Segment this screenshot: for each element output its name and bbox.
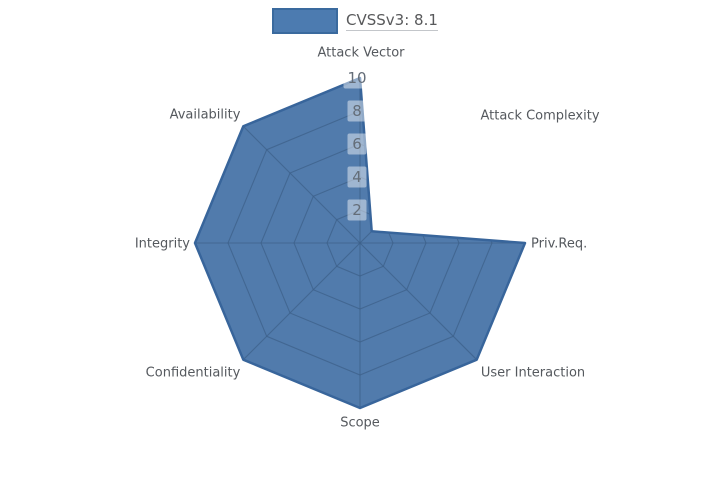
- tick-box: [343, 67, 371, 89]
- axis-label-attack-vector: Attack Vector: [317, 45, 405, 61]
- radial-tick-label: 4: [352, 168, 362, 186]
- axis-label-availability: Availability: [169, 107, 241, 123]
- legend-item[interactable]: CVSSv3: 8.1: [272, 8, 438, 34]
- radial-tick-label: 6: [352, 135, 362, 153]
- tick-box: [347, 100, 367, 122]
- radial-tick-label: 2: [352, 201, 362, 219]
- radial-tick-label: 8: [352, 102, 362, 120]
- axis-label-attack-complexity: Attack Complexity: [480, 108, 600, 124]
- axis-label-priv-req: Priv.Req.: [531, 236, 588, 252]
- radar-grid: [195, 78, 525, 408]
- series-outline: [193, 76, 527, 410]
- grid-spoke: [242, 125, 361, 244]
- radial-tick-labels: 2 4 6 8 10: [343, 67, 371, 221]
- axis-label-scope: Scope: [340, 415, 380, 431]
- axis-label-confidentiality: Confidentiality: [145, 365, 241, 381]
- radial-tick-label: 10: [347, 69, 366, 87]
- tick-box: [347, 199, 367, 221]
- axis-label-integrity: Integrity: [134, 236, 190, 252]
- tick-box: [347, 166, 367, 188]
- grid-spoke: [359, 242, 478, 361]
- tick-box: [347, 133, 367, 155]
- legend-swatch-icon: [272, 8, 338, 34]
- grid-spoke: [242, 242, 361, 361]
- legend-label: CVSSv3: 8.1: [346, 11, 438, 31]
- grid-spoke: [359, 125, 478, 244]
- axis-label-user-interaction: User Interaction: [480, 365, 586, 381]
